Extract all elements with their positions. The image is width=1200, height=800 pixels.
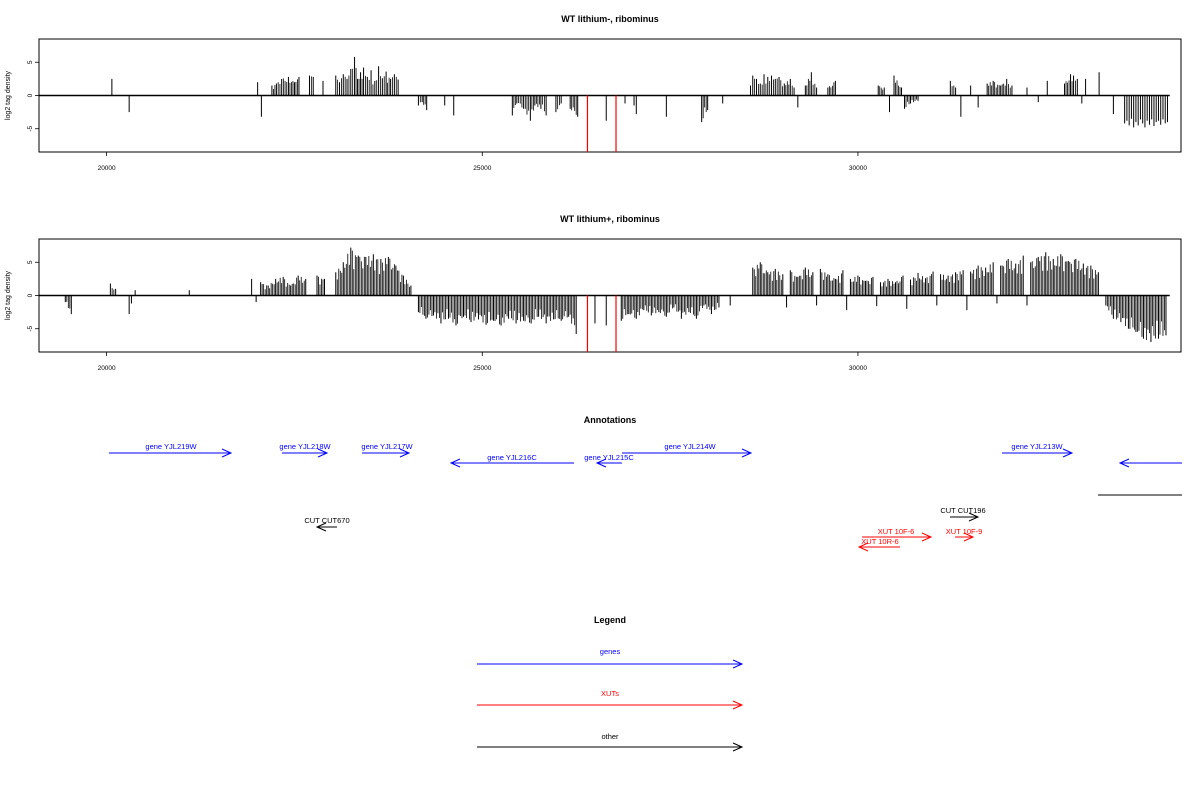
legend-item-gene: genes — [477, 647, 744, 669]
chart-title: WT lithium-, ribominus — [561, 14, 659, 24]
feature-xut: XUT 10R-6 — [857, 537, 900, 552]
feature-xut: XUT 10F-6 — [862, 527, 933, 542]
track-panel-1: WT lithium-, ribominus log2 tag density -5… — [5, 14, 1182, 172]
feature-arrow-head — [317, 448, 329, 458]
legend-arrow-head — [732, 659, 744, 669]
y-tick-label: -5 — [27, 125, 34, 131]
annotations-title: Annotations — [584, 415, 637, 425]
y-tick-label: 5 — [27, 60, 34, 64]
feature-gene: gene YJL218W — [279, 442, 331, 458]
y-tick-label: 5 — [27, 260, 34, 264]
legend-item-xut: XUTs — [477, 689, 744, 710]
feature-arrow-head — [1062, 448, 1074, 458]
x-tick-label: 20000 — [98, 365, 116, 372]
feature-arrow-head — [449, 458, 461, 468]
feature-gene: gene YJL213W — [1002, 442, 1074, 458]
y-axis-label: log2 tag density — [5, 70, 12, 120]
feature-arrow-head — [741, 448, 753, 458]
feature-gene — [1118, 458, 1182, 468]
feature-arrow-head — [595, 458, 607, 468]
feature-arrow-head — [1118, 458, 1130, 468]
feature-label: gene YJL216C — [487, 453, 537, 462]
feature-gene: gene YJL216C — [449, 453, 574, 468]
feature-label: gene YJL218W — [279, 442, 331, 451]
feature-gene: gene YJL214W — [622, 442, 753, 458]
feature-label: gene YJL213W — [1011, 442, 1063, 451]
feature-other: CUT CUT196 — [940, 506, 986, 522]
feature-label: gene YJL219W — [145, 442, 197, 451]
x-tick-label: 25000 — [473, 365, 491, 372]
chart-title: WT lithium+, ribominus — [560, 214, 660, 224]
x-tick-label: 30000 — [849, 365, 867, 372]
feature-arrow-head — [315, 522, 327, 532]
y-tick-label: 0 — [27, 293, 34, 297]
feature-gene: gene YJL219W — [109, 442, 233, 458]
x-tick-label: 20000 — [98, 165, 116, 172]
legend-title: Legend — [594, 615, 626, 625]
feature-other: CUT CUT670 — [304, 516, 350, 532]
feature-arrow-head — [857, 542, 869, 552]
feature-arrow-head — [221, 448, 233, 458]
feature-arrow-head — [399, 448, 411, 458]
feature-arrow-head — [968, 512, 980, 522]
legend-label: other — [601, 732, 619, 741]
legend: Legend genes XUTs other — [477, 615, 744, 752]
legend-arrow-head — [732, 742, 744, 752]
feature-label: CUT CUT196 — [940, 506, 985, 515]
y-axis-label: log2 tag density — [5, 270, 12, 320]
feature-label: XUT 10F-9 — [946, 527, 983, 536]
legend-item-other: other — [477, 732, 744, 752]
feature-label: XUT 10F-6 — [878, 527, 915, 536]
feature-label: gene YJL217W — [361, 442, 413, 451]
feature-arrow-head — [963, 532, 975, 542]
feature-xut: XUT 10F-9 — [946, 527, 983, 542]
feature-gene: gene YJL217W — [361, 442, 413, 458]
track-panel-2: WT lithium+, ribominus log2 tag density -5… — [5, 214, 1182, 372]
feature-label: XUT 10R-6 — [861, 537, 898, 546]
x-tick-label: 30000 — [849, 165, 867, 172]
y-tick-label: -5 — [27, 325, 34, 331]
legend-label: XUTs — [601, 689, 619, 698]
x-tick-label: 25000 — [473, 165, 491, 172]
legend-label: genes — [600, 647, 621, 656]
legend-arrow-head — [732, 700, 744, 710]
feature-label: CUT CUT670 — [304, 516, 349, 525]
annotations-track: Annotations gene YJL219W gene YJL218W gene … — [109, 415, 1182, 552]
feature-gene: gene YJL215C — [584, 453, 634, 468]
y-tick-label: 0 — [27, 93, 34, 97]
feature-label: gene YJL214W — [664, 442, 716, 451]
feature-arrow-head — [921, 532, 933, 542]
feature-label: gene YJL215C — [584, 453, 634, 462]
